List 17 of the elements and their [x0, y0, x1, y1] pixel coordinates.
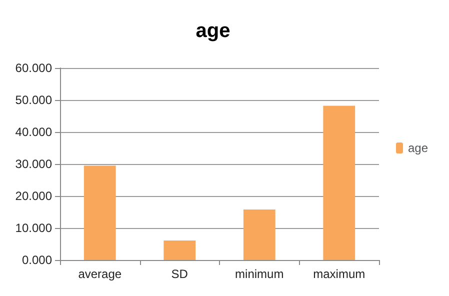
y-tick-label: 0.000 [22, 253, 52, 267]
bar [323, 106, 356, 260]
y-tick-label: 20.000 [15, 189, 52, 203]
bar [164, 240, 196, 260]
y-tick-label: 50.000 [15, 93, 52, 107]
chart-title: age [196, 20, 230, 42]
x-tick-label: maximum [313, 267, 366, 281]
x-tick-label: SD [171, 267, 188, 281]
y-tick-label: 40.000 [15, 125, 52, 139]
x-tick-label: minimum [235, 267, 284, 281]
legend-label: age [408, 141, 428, 155]
y-tick-label: 10.000 [15, 221, 52, 235]
bar [243, 209, 276, 260]
x-tick-label: average [78, 267, 122, 281]
bar [84, 166, 116, 260]
y-tick-label: 60.000 [15, 61, 52, 75]
y-tick-label: 30.000 [15, 157, 52, 171]
